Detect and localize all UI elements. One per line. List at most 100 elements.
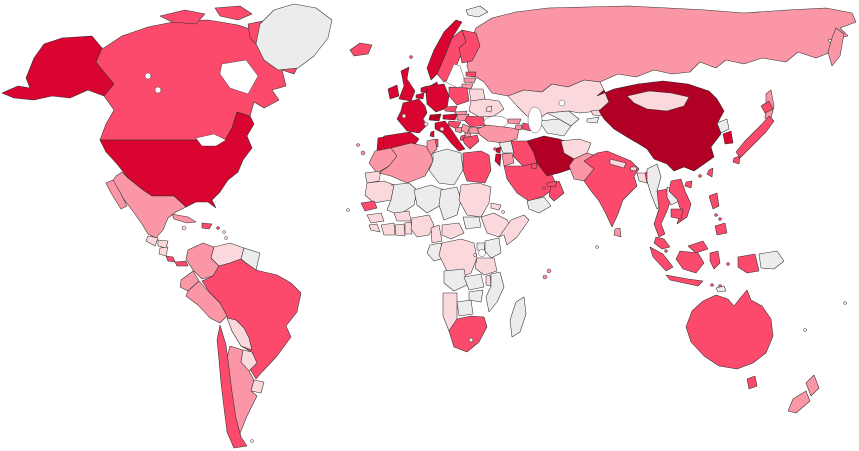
country-poland (448, 86, 470, 106)
country-papua-new-guinea (758, 250, 785, 270)
lake-victoria (478, 249, 486, 257)
country-indonesia-maluku (726, 262, 730, 266)
country-norway (426, 19, 463, 81)
country-cyprus (493, 147, 497, 151)
country-greenland (255, 3, 333, 71)
country-estonia (465, 71, 477, 78)
country-russia-kamchatka (827, 27, 845, 67)
country-cambodia (670, 208, 684, 220)
country-central-african-republic (441, 222, 465, 240)
country-cape-verde (346, 208, 350, 212)
country-malawi (485, 274, 492, 287)
country-svalbard (465, 5, 489, 18)
country-puerto-rico (216, 226, 220, 230)
country-philippines-visayas-1 (714, 213, 718, 217)
country-iceland (349, 42, 373, 57)
country-jamaica (181, 225, 187, 231)
country-cameroon (430, 224, 443, 244)
country-falkland (250, 439, 254, 443)
country-india (583, 150, 640, 228)
country-philippines-luzon (708, 192, 720, 210)
country-japan-kyushu (732, 155, 741, 165)
country-singapore (664, 249, 668, 253)
country-czechia (444, 105, 458, 113)
country-panama (174, 260, 189, 267)
country-faroe (409, 55, 413, 59)
country-madeira (356, 143, 360, 147)
country-turkey (476, 124, 520, 144)
country-mauritania (364, 180, 395, 204)
country-egypt (462, 150, 492, 184)
country-philippines-mindanao (714, 222, 728, 236)
baltic-sea (445, 63, 467, 89)
country-western-sahara (364, 170, 382, 184)
country-botswana (456, 299, 474, 317)
country-canada-arctic-2 (214, 5, 253, 21)
country-armenia (514, 124, 523, 131)
country-bangladesh (636, 172, 648, 184)
country-moldova (485, 105, 493, 113)
country-new-zealand-north (805, 374, 820, 397)
country-hispaniola (201, 222, 213, 230)
country-china (596, 80, 725, 172)
country-usa-alaska (1, 35, 115, 101)
country-libya (428, 148, 464, 186)
country-fiji (843, 301, 847, 305)
country-chile (216, 324, 248, 449)
country-monaco (423, 121, 429, 127)
country-philippines-visayas-2 (718, 217, 722, 221)
country-madagascar (509, 296, 527, 338)
great-bear-lake (144, 72, 152, 80)
country-togo-benin (404, 221, 413, 235)
country-malaysia-borneo (687, 240, 709, 254)
country-lesser-antilles-1 (222, 230, 226, 234)
country-ireland (387, 84, 400, 100)
country-paraguay (240, 349, 258, 372)
country-mongolia (626, 90, 690, 112)
country-niger (413, 184, 445, 214)
country-yemen (526, 196, 552, 214)
country-timor (715, 285, 727, 293)
country-maldives (595, 245, 599, 249)
country-eritrea (490, 202, 502, 211)
country-new-zealand-south (787, 390, 811, 414)
country-sierra-leone-liberia (368, 223, 381, 233)
country-uzbekistan (546, 110, 580, 127)
country-malaysia (653, 236, 671, 250)
country-mozambique (485, 271, 505, 313)
country-netherlands (420, 85, 428, 94)
country-north-korea (716, 118, 730, 134)
country-ghana (394, 223, 406, 237)
country-italy-corsica (429, 130, 435, 138)
country-greece (462, 134, 480, 150)
country-lesotho (468, 337, 474, 343)
great-lakes (195, 133, 227, 147)
country-costa-rica (165, 255, 176, 263)
country-bolivia (226, 317, 253, 351)
country-hainan (684, 180, 693, 189)
country-honduras (157, 239, 169, 249)
country-burkina-faso (393, 210, 412, 222)
country-belgium (415, 92, 425, 100)
country-canada-arctic-1 (159, 9, 206, 25)
country-chad (438, 186, 462, 221)
country-indonesia-sumatra (649, 246, 674, 272)
country-bosnia (454, 126, 464, 134)
caspian-sea (527, 106, 543, 134)
country-switzerland (428, 113, 442, 122)
country-uruguay (250, 379, 265, 394)
country-australia-tasmania (746, 375, 758, 390)
country-tajikistan (586, 116, 600, 124)
country-qatar (542, 186, 546, 190)
country-angola (443, 268, 468, 292)
country-georgia (507, 118, 522, 125)
country-israel (494, 153, 502, 167)
aral-sea (558, 99, 566, 107)
country-nicaragua (158, 246, 169, 257)
country-kenya (484, 237, 502, 259)
country-indonesia-java (665, 274, 704, 287)
country-austria (442, 113, 458, 121)
country-tunisia (426, 138, 438, 156)
country-jordan (501, 152, 515, 167)
